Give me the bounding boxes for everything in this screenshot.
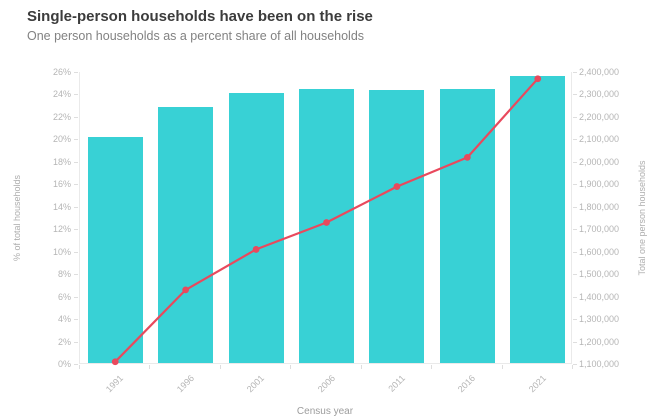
left-tick-mark [74,161,78,163]
left-tick-label: 4% [57,314,71,325]
x-tick-mark [501,365,503,369]
bar-2001 [228,93,284,363]
left-tick-label: 14% [52,201,71,212]
bar-2006 [299,88,354,363]
left-tick-mark [74,251,78,253]
x-tick-label-2011: 2011 [386,373,407,394]
left-tick-mark [74,274,78,276]
x-tick-label-2001: 2001 [244,373,267,395]
left-tick-mark [74,319,78,321]
right-tick-mark [573,116,577,118]
left-tick-mark [74,139,78,141]
right-tick-label: 1,800,000 [579,201,620,212]
left-tick-mark [74,116,78,118]
right-tick-label: 2,200,000 [579,111,620,122]
right-tick-label: 1,200,000 [579,336,620,347]
left-tick-mark [74,364,78,365]
right-tick-label: 2,100,000 [579,134,620,145]
chart-title: Single-person households have been on th… [27,8,373,25]
left-tick-label: 0% [57,359,71,369]
x-tick-mark [79,365,80,369]
right-tick-mark [573,72,577,73]
right-tick-mark [573,184,577,186]
right-tick-mark [573,161,577,163]
right-tick-label: 2,300,000 [579,89,620,100]
left-tick-mark [74,341,78,343]
right-tick-label: 1,700,000 [579,224,620,235]
left-tick-label: 10% [52,246,71,257]
left-tick-label: 26% [52,67,71,77]
right-tick-mark [573,206,577,208]
x-tick-mark [572,365,573,369]
x-tick-mark [360,365,362,369]
right-tick-mark [573,94,577,96]
x-tick-mark [290,365,292,369]
left-tick-label: 8% [57,269,71,280]
left-tick-label: 16% [52,179,71,190]
right-axis-title: Total one person households [637,160,647,276]
x-tick-label-2016: 2016 [456,373,478,395]
right-tick-label: 2,400,000 [579,67,620,77]
x-tick-label-2006: 2006 [315,373,337,395]
right-tick-label: 1,100,000 [579,359,620,369]
left-tick-label: 18% [52,156,71,167]
right-tick-mark [573,296,577,298]
bar-2011 [369,90,425,363]
bar-1996 [158,106,214,363]
x-tick-label-2021: 2021 [526,373,548,395]
x-tick-label-1991: 1991 [104,373,126,395]
left-tick-label: 22% [52,111,71,122]
right-tick-mark [573,229,577,231]
left-tick-mark [74,206,78,208]
right-tick-label: 1,600,000 [579,246,620,257]
x-tick-mark [219,365,221,369]
right-tick-label: 1,900,000 [579,179,620,190]
left-tick-mark [74,229,78,231]
left-tick-mark [74,184,78,186]
right-tick-mark [573,319,577,321]
x-tick-mark [431,365,433,369]
left-tick-mark [74,296,78,298]
x-tick-mark [149,365,151,369]
right-tick-mark [573,251,577,253]
plot-area [79,72,572,366]
right-tick-label: 2,000,000 [579,156,620,167]
bar-2021 [510,75,566,363]
left-tick-label: 2% [57,336,71,347]
left-tick-label: 20% [52,134,71,145]
left-tick-mark [74,72,78,73]
bar-2016 [439,88,495,363]
left-tick-label: 12% [52,224,71,235]
right-tick-label: 1,300,000 [579,314,620,325]
bar-1991 [87,137,143,363]
left-tick-mark [74,94,78,96]
x-tick-label-1996: 1996 [174,373,196,395]
right-tick-mark [573,274,577,276]
left-tick-label: 6% [57,291,71,302]
right-tick-label: 1,500,000 [579,269,620,280]
x-axis-title: Census year [296,406,354,417]
right-tick-mark [573,364,577,365]
chart-subtitle: One person households as a percent share… [27,29,365,43]
left-tick-label: 24% [52,89,71,100]
right-tick-mark [573,139,577,141]
right-tick-mark [573,341,577,343]
right-tick-label: 1,400,000 [579,291,620,302]
